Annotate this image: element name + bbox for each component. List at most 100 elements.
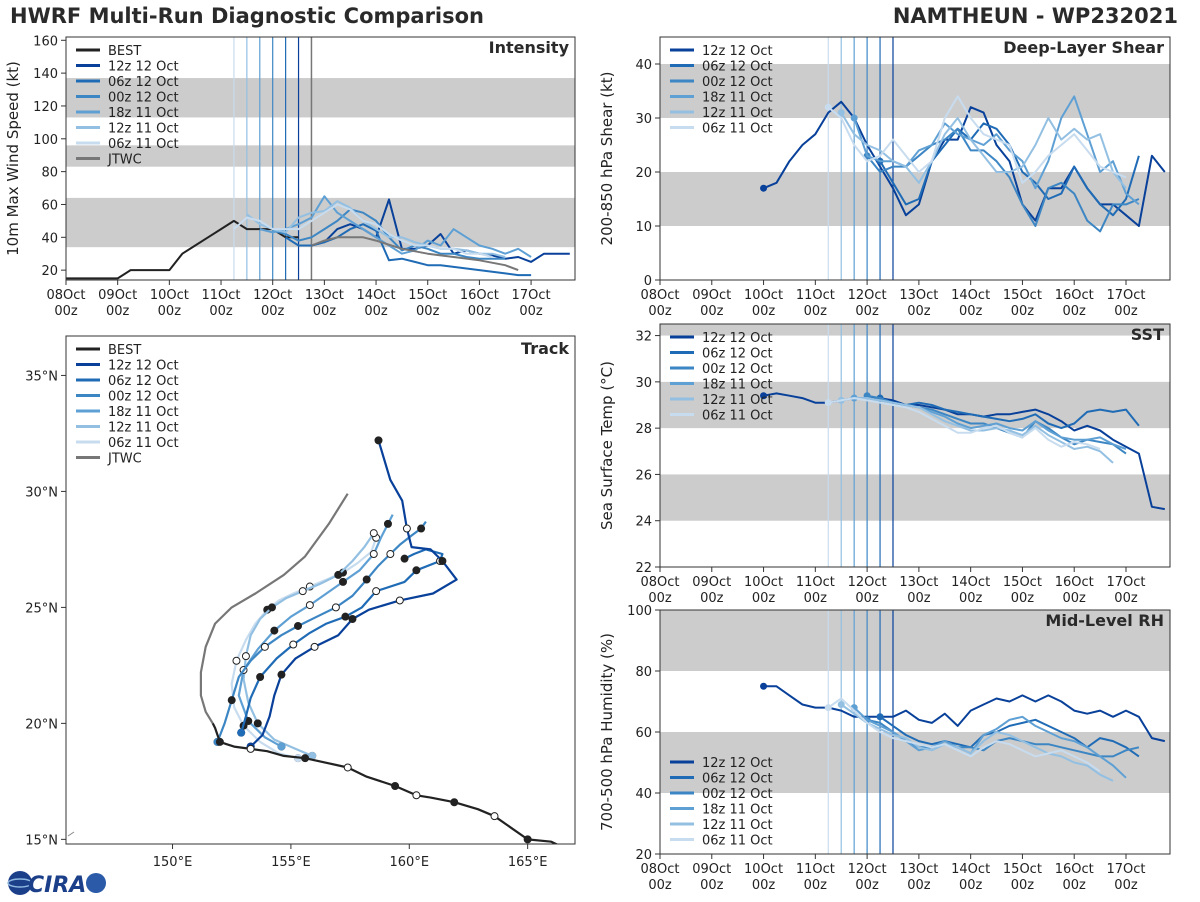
intensity-legend-label: 00z 12 Oct	[108, 91, 179, 106]
rh-xtick-label: 08Oct	[640, 862, 679, 877]
rh-xtick-label: 00z	[959, 878, 983, 893]
shear-legend-label: 12z 12 Oct	[702, 44, 773, 59]
shear-series-run_00z12	[866, 127, 1140, 233]
track-position-marker	[348, 614, 357, 623]
track-xtick-label: 165°E	[508, 855, 548, 870]
intensity-legend-label: 12z 11 Oct	[108, 122, 179, 137]
sst-init-marker	[760, 392, 768, 400]
track-position-marker	[386, 550, 395, 559]
intensity-xtick-label: 15Oct	[408, 288, 447, 303]
track-ytick-label: 35°N	[25, 369, 58, 384]
intensity-ytick-label: 60	[41, 198, 58, 213]
shear-xtick-label: 00z	[855, 304, 879, 319]
rh-init-marker	[837, 701, 845, 709]
rh-xtick-label: 00z	[1063, 878, 1087, 893]
sst-xtick-label: 16Oct	[1055, 575, 1094, 590]
track-position-marker	[246, 744, 255, 753]
track-position-marker	[267, 603, 276, 612]
intensity-xtick-label: 00z	[54, 304, 78, 319]
shear-series-run_12z11	[840, 112, 1127, 189]
rh-xtick-label: 00z	[1011, 878, 1035, 893]
track-run_00z12	[216, 520, 427, 743]
intensity-threshold-band	[66, 78, 575, 118]
intensity-legend-label: 12z 12 Oct	[108, 60, 179, 75]
sst-xtick-label: 00z	[855, 591, 879, 606]
track-jtwc	[199, 493, 349, 724]
shear-xtick-label: 00z	[1114, 304, 1138, 319]
intensity-xtick-label: 00z	[158, 304, 182, 319]
track-legend-label: 12z 12 Oct	[108, 359, 179, 374]
intensity-ytick-label: 120	[33, 100, 58, 115]
shear-ytick-label: 10	[635, 220, 652, 235]
track-init-marker	[308, 751, 317, 760]
rh-ytick-label: 100	[627, 604, 652, 619]
track-position-marker	[395, 596, 404, 605]
sst-legend-label: 06z 11 Oct	[702, 409, 773, 424]
sst-xtick-label: 12Oct	[848, 575, 887, 590]
track-position-marker	[232, 656, 241, 665]
sst-plot-area	[660, 324, 1170, 567]
track-position-marker	[391, 782, 400, 791]
shear-init-marker	[824, 103, 832, 111]
rh-legend-label: 18z 11 Oct	[702, 803, 773, 818]
shear-series-run_06z11	[827, 95, 1127, 184]
rh-xtick-label: 00z	[1114, 878, 1138, 893]
rh-plot-area	[660, 610, 1170, 854]
sst-series-run_06z12	[879, 397, 1140, 430]
rh-xtick-label: 00z	[648, 878, 672, 893]
track-position-marker	[338, 577, 347, 586]
storm-name: NAMTHEUN - WP232021	[892, 4, 1178, 28]
shear-title: Deep-Layer Shear	[1003, 38, 1164, 57]
rh-ylabel: 700-500 hPa Humidity (%)	[598, 633, 616, 831]
rh-series-run_00z12	[866, 718, 1140, 758]
sst-xtick-label: 17Oct	[1106, 575, 1145, 590]
rh-xtick-label: 00z	[907, 878, 931, 893]
track-legend-label: 00z 12 Oct	[108, 390, 179, 405]
track-legend-label: 06z 12 Oct	[108, 374, 179, 389]
track-position-marker	[215, 737, 224, 746]
track-xtick-label: 155°E	[271, 855, 311, 870]
track-run_12z11	[242, 532, 375, 757]
intensity-title: Intensity	[489, 38, 570, 57]
track-position-marker	[260, 642, 269, 651]
shear-init-marker	[760, 184, 768, 192]
intensity-series-run_06z12	[285, 223, 532, 277]
shear-ytick-label: 20	[635, 166, 652, 181]
rh-xtick-label: 00z	[752, 878, 776, 893]
intensity-xtick-label: 00z	[364, 304, 388, 319]
sst-ylabel: Sea Surface Temp (°C)	[598, 361, 616, 530]
track-position-marker	[412, 791, 421, 800]
rh-ytick-label: 80	[635, 665, 652, 680]
sst-panel: 22242628303208Oct00z09Oct00z10Oct00z11Oc…	[598, 323, 1171, 606]
intensity-frame	[65, 36, 576, 281]
track-position-marker	[289, 640, 298, 649]
sst-ytick-label: 26	[635, 468, 652, 483]
sst-ytick-label: 30	[635, 376, 652, 391]
track-position-marker	[369, 529, 378, 538]
intensity-xtick-label: 16Oct	[460, 288, 499, 303]
track-position-marker	[341, 612, 350, 621]
cira-logo: CIRA	[6, 868, 106, 898]
track-position-marker	[523, 835, 532, 844]
track-legend-label: BEST	[108, 343, 141, 358]
track-position-marker	[400, 554, 409, 563]
rh-xtick-label: 10Oct	[744, 862, 783, 877]
intensity-xtick-label: 17Oct	[512, 288, 551, 303]
track-position-marker	[277, 670, 286, 679]
sst-xtick-label: 00z	[700, 591, 724, 606]
track-best	[211, 722, 559, 844]
rh-init-marker	[760, 682, 768, 690]
shear-xtick-label: 10Oct	[744, 288, 783, 303]
intensity-xtick-label: 00z	[468, 304, 492, 319]
intensity-legend-label: 18z 11 Oct	[108, 106, 179, 121]
track-position-marker	[343, 763, 352, 772]
rh-legend-label: 12z 12 Oct	[702, 756, 773, 771]
track-position-marker	[412, 566, 421, 575]
track-position-marker	[227, 696, 236, 705]
intensity-xtick-label: 10Oct	[150, 288, 189, 303]
shear-ytick-label: 30	[635, 112, 652, 127]
shear-xtick-label: 16Oct	[1055, 288, 1094, 303]
sst-xtick-label: 15Oct	[1003, 575, 1042, 590]
sst-xtick-label: 00z	[804, 591, 828, 606]
